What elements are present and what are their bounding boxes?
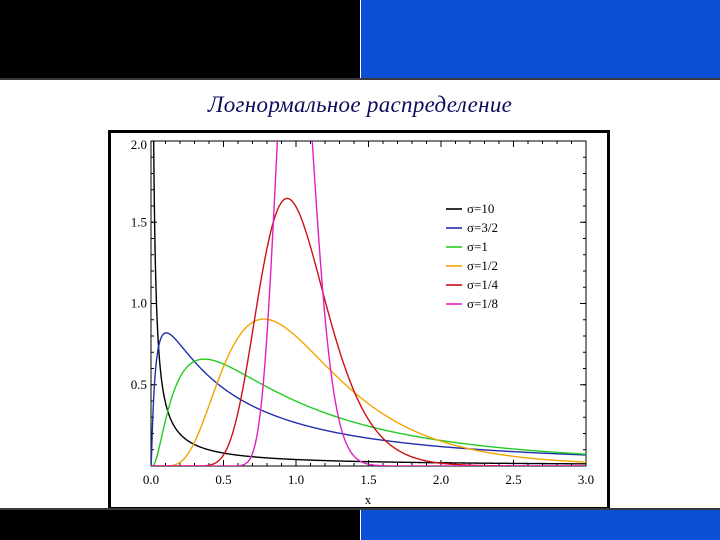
- series-curves: [151, 141, 586, 466]
- x-tick-label: 2.0: [433, 472, 449, 487]
- legend-entry: σ=10: [467, 201, 494, 216]
- x-tick-label: 1.0: [288, 472, 304, 487]
- chart-frame: 0.0 0.5 1.0 1.5 2.0 2.5 3.0 0.5 1.0 1.5 2.0 σ=10 σ=…: [108, 130, 610, 510]
- top-right-bar: [361, 0, 720, 78]
- x-tick-label: 2.5: [505, 472, 521, 487]
- x-tick-label: 0.0: [143, 472, 159, 487]
- y-tick-label: 2.0: [131, 137, 147, 152]
- series-line-3: [151, 318, 586, 466]
- legend-entry: σ=1: [467, 239, 488, 254]
- top-left-bar: [0, 0, 360, 78]
- slide-title: Логнормальное распределение: [207, 92, 513, 117]
- legend: σ=10 σ=3/2 σ=1 σ=1/2 σ=1/4 σ=1/8: [446, 201, 498, 311]
- legend-entry: σ=1/4: [467, 277, 498, 292]
- legend-entry: σ=3/2: [467, 220, 498, 235]
- x-axis-label: x: [365, 492, 372, 507]
- bottom-left-bar: [0, 510, 360, 540]
- lognormal-chart: 0.0 0.5 1.0 1.5 2.0 2.5 3.00.51.01.52.0 σ=10σ=…: [111, 133, 607, 507]
- series-line-2: [151, 358, 586, 466]
- legend-entry: σ=1/8: [467, 296, 498, 311]
- x-tick-label: 0.5: [215, 472, 231, 487]
- y-tick-label: 0.5: [131, 377, 147, 392]
- x-tick-label: 1.5: [360, 472, 376, 487]
- axis-ticks: 0.0 0.5 1.0 1.5 2.0 2.5 3.0 0.5 1.0 1.5 2.0: [131, 137, 594, 487]
- y-tick-label: 1.0: [131, 296, 147, 311]
- series-line-5: [151, 141, 586, 466]
- top-divider: [0, 78, 720, 80]
- legend-entry: σ=1/2: [467, 258, 498, 273]
- plot-area: [150, 140, 587, 467]
- series-line-1: [151, 332, 586, 465]
- x-tick-label: 3.0: [578, 472, 594, 487]
- bottom-divider: [0, 508, 720, 510]
- series-line-0: [152, 141, 586, 465]
- y-tick-label: 1.5: [131, 214, 147, 229]
- bottom-right-bar: [361, 510, 720, 540]
